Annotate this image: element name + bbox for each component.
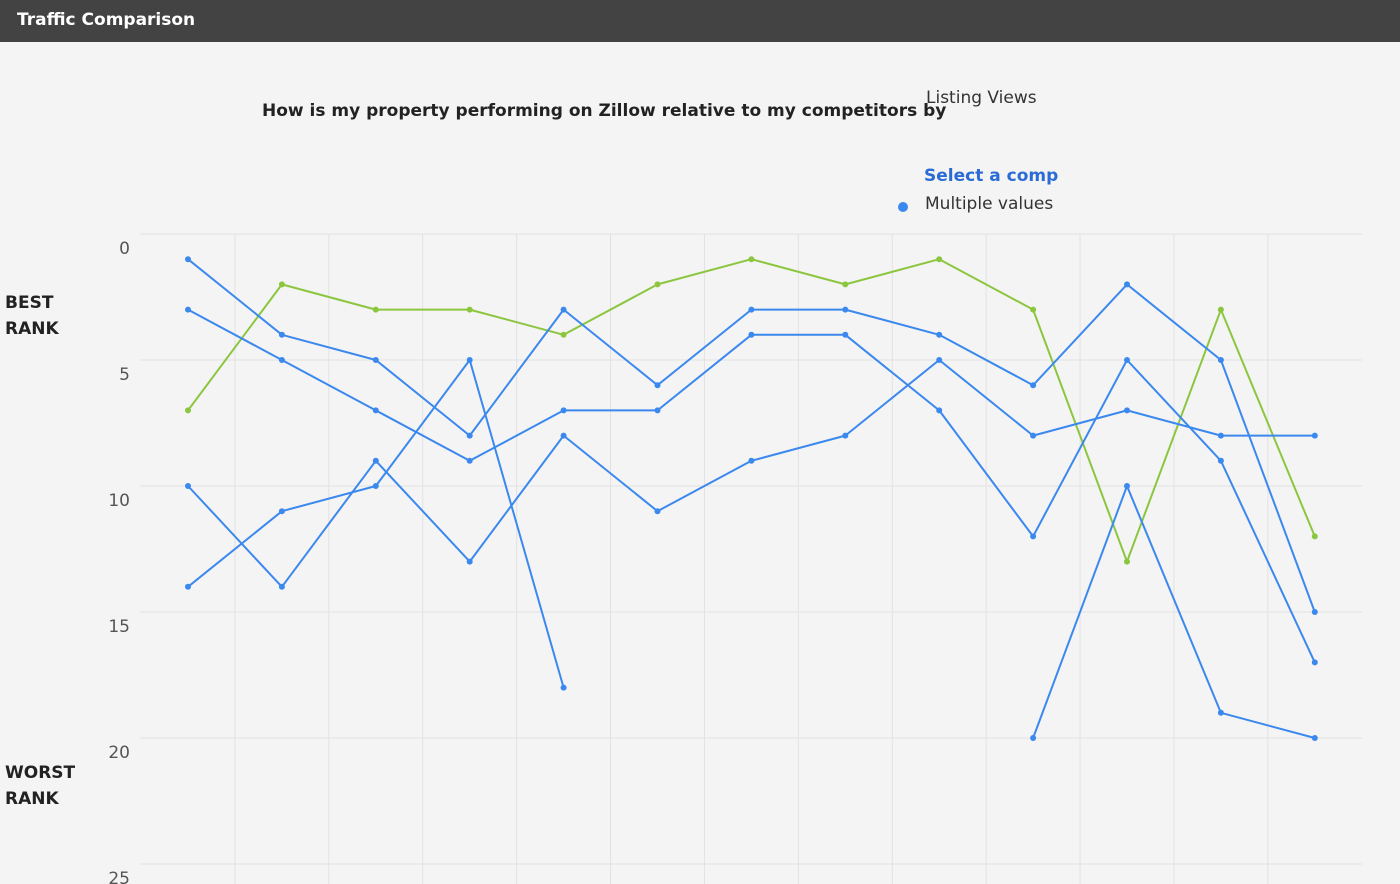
- series-3-point-3: [372, 407, 379, 414]
- series-4-point-5: [560, 432, 567, 439]
- series-1-point-4: [466, 306, 473, 313]
- series-2-point-5: [560, 306, 567, 313]
- series-1-point-1: [185, 407, 191, 414]
- series-1-point-2: [278, 281, 285, 288]
- series-1-point-9: [936, 256, 943, 263]
- series-6-point-11: [1124, 483, 1130, 489]
- series-3-point-2: [278, 357, 285, 363]
- y-tick-label-25: 25: [108, 869, 130, 884]
- series-3-point-8: [842, 331, 849, 338]
- series-4-point-2: [278, 583, 285, 590]
- series-3-point-12: [1217, 457, 1224, 464]
- series-2-point-2: [278, 331, 285, 338]
- chart-question: How is my property performing on Zillow …: [262, 101, 947, 121]
- comp-filter-option[interactable]: Multiple values: [898, 194, 1053, 214]
- best-rank-label: BEST RANK: [5, 290, 59, 342]
- series-2-point-9: [936, 331, 943, 338]
- series-4-point-4: [466, 558, 473, 565]
- worst-rank-label: WORST RANK: [5, 760, 75, 812]
- series-2-point-4: [466, 432, 473, 439]
- series-2-point-1: [185, 256, 191, 263]
- series-2-point-12: [1217, 357, 1224, 363]
- series-1-point-8: [842, 281, 849, 288]
- series-3-point-6: [654, 407, 661, 414]
- series-3-point-13: [1311, 659, 1318, 666]
- worst-rank-line1: WORST: [5, 763, 76, 783]
- series-1-point-11: [1124, 558, 1130, 565]
- series-4-point-13: [1311, 432, 1318, 439]
- series-5-point-1: [185, 583, 191, 590]
- dashboard-title: Traffic Comparison: [0, 0, 1400, 42]
- y-tick-label-20: 20: [108, 743, 130, 763]
- metric-dropdown[interactable]: Listing Views: [926, 88, 1037, 108]
- series-line-4: [187, 359, 1315, 588]
- series-1-point-7: [748, 256, 755, 263]
- series-3-point-5: [560, 407, 567, 414]
- series-line-6: [1032, 485, 1316, 739]
- series-4-point-1: [185, 483, 191, 489]
- series-2-point-7: [748, 306, 755, 313]
- series-1-point-3: [372, 306, 379, 313]
- series-2-point-13: [1311, 609, 1318, 615]
- series-2-point-3: [372, 357, 379, 363]
- series-3-point-4: [466, 457, 473, 464]
- comp-filter-title: Select a comp: [924, 166, 1059, 186]
- series-6-point-13: [1311, 735, 1318, 741]
- y-tick-label-5: 5: [119, 365, 130, 385]
- y-tick-label-10: 10: [108, 491, 130, 511]
- series-5-point-2: [278, 508, 285, 515]
- y-tick-label-15: 15: [108, 617, 130, 637]
- series-4-point-12: [1217, 432, 1224, 439]
- series-1-point-13: [1311, 533, 1318, 540]
- comp-dot-icon: [898, 202, 908, 212]
- series-5-point-5: [560, 684, 567, 691]
- series-6-point-12: [1217, 709, 1224, 716]
- series-2-point-10: [1030, 382, 1037, 389]
- best-rank-line2: RANK: [5, 319, 59, 339]
- series-line-1: [187, 258, 1316, 563]
- best-rank-line1: BEST: [5, 293, 54, 313]
- y-tick-label-0: 0: [119, 239, 130, 259]
- series-3-point-1: [185, 306, 191, 313]
- series-4-point-7: [748, 457, 755, 464]
- series-5-point-3: [372, 483, 379, 489]
- series-3-point-7: [748, 331, 755, 338]
- series-3-point-11: [1124, 357, 1130, 363]
- series-2-point-8: [842, 306, 849, 313]
- series-5-point-4: [466, 357, 473, 363]
- series-4-point-8: [842, 432, 849, 439]
- series-4-point-11: [1124, 407, 1130, 414]
- series-6-point-10: [1030, 735, 1037, 741]
- comp-option-label: Multiple values: [925, 194, 1054, 214]
- series-1-point-6: [654, 281, 661, 288]
- series-4-point-6: [654, 508, 661, 515]
- series-1-point-5: [560, 331, 567, 338]
- series-1-point-12: [1217, 306, 1224, 313]
- series-2-point-11: [1124, 281, 1130, 288]
- series-3-point-10: [1030, 533, 1037, 540]
- series-4-point-10: [1030, 432, 1037, 439]
- series-3-point-9: [936, 407, 943, 414]
- series-1-point-10: [1030, 306, 1037, 313]
- series-4-point-9: [936, 357, 943, 363]
- series-4-point-3: [372, 457, 379, 464]
- series-2-point-6: [654, 382, 661, 389]
- worst-rank-line2: RANK: [5, 789, 59, 809]
